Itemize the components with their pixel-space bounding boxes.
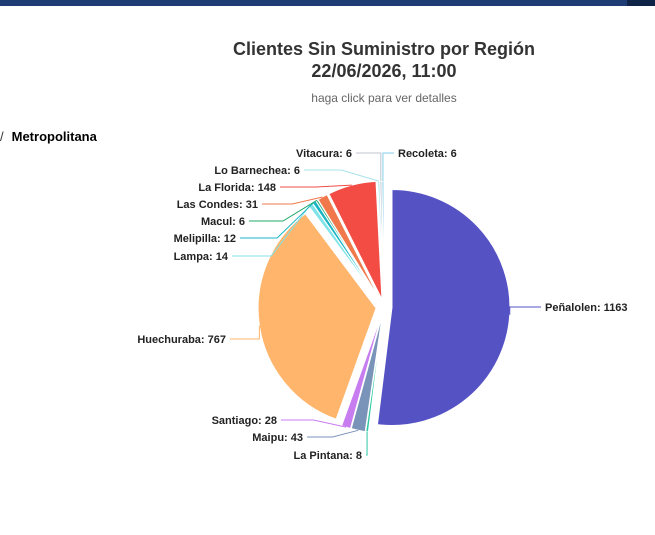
- pie-slice-santiago[interactable]: [341, 314, 383, 430]
- connector-melipilla: [240, 201, 315, 239]
- data-label-recoleta: Recoleta: 6: [398, 148, 457, 160]
- connector-vitacura: [356, 152, 382, 182]
- data-label-huechuraba: Huechuraba: 767: [137, 334, 226, 346]
- connector-las-condes: [262, 196, 323, 205]
- pie-slice-las-condes[interactable]: [317, 193, 381, 301]
- connector-recoleta: [382, 152, 394, 182]
- chart-title-text: Clientes Sin Suministro por Región: [232, 39, 536, 59]
- connector-lo-barnechea: [304, 169, 379, 182]
- connector-santiago: [281, 419, 347, 428]
- pie-slice-maipu[interactable]: [350, 314, 383, 433]
- connector-macul: [249, 199, 318, 222]
- data-label-la-pintana: La Pintana: 8: [294, 450, 362, 462]
- data-label-lo-barnechea: Lo Barnechea: 6: [214, 165, 300, 177]
- pie-slice-la-pintana[interactable]: [365, 314, 384, 433]
- chart-title-date: 22/06/2026, 11:00: [311, 61, 457, 81]
- connector-huechuraba: [230, 325, 260, 340]
- top-bar-corner: [627, 0, 655, 6]
- chart-subtitle: haga click para ver detalles: [311, 91, 457, 105]
- data-label-las-condes: Las Condes: 31: [177, 199, 258, 211]
- pie-slice-penalolen[interactable]: [376, 188, 511, 426]
- connector-lampa: [232, 204, 311, 257]
- data-label-la-florida: La Florida: 148: [198, 182, 276, 194]
- pie-slice-huechuraba[interactable]: [257, 213, 377, 420]
- data-label-melipilla: Melipilla: 12: [174, 233, 236, 245]
- connector-maipu: [307, 429, 359, 438]
- data-label-maipu: Maipu: 43: [252, 432, 303, 444]
- connector-la-pintana: [366, 431, 368, 456]
- breadcrumb: / Metropolitana: [0, 129, 97, 144]
- chart-title: Clientes Sin Suministro por Región 22/06…: [0, 38, 655, 82]
- data-label-macul: Macul: 6: [201, 216, 245, 228]
- data-label-santiago: Santiago: 28: [212, 415, 277, 427]
- breadcrumb-separator: /: [0, 129, 4, 144]
- top-bar: [0, 0, 655, 6]
- data-label-vitacura: Vitacura: 6: [296, 148, 352, 160]
- connector-la-florida: [280, 184, 352, 188]
- data-label-penalolen: Peñalolen: 1163: [545, 302, 628, 314]
- data-label-lampa: Lampa: 14: [174, 251, 229, 263]
- breadcrumb-current-region[interactable]: Metropolitana: [11, 129, 97, 144]
- connector-penalolen: [509, 306, 541, 315]
